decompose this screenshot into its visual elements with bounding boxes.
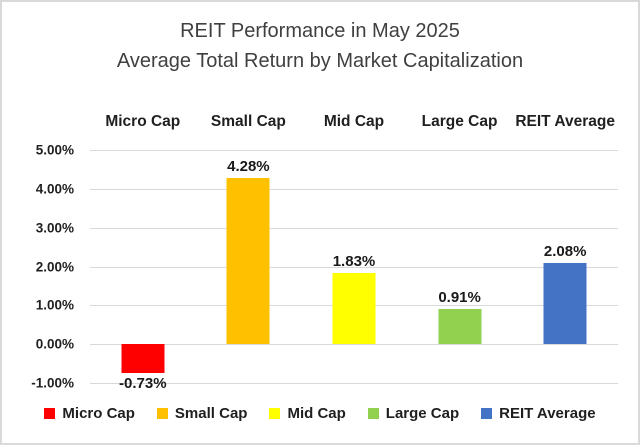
category-label-row: Micro Cap Small Cap Mid Cap Large Cap REIT A… [90, 108, 618, 136]
legend-swatch-icon [44, 407, 56, 419]
bar-column-mid-cap: 1.83% [301, 150, 407, 383]
legend-item-large-cap: Large Cap [367, 404, 460, 422]
bar-large-cap [438, 308, 482, 345]
bar-reit-average [543, 263, 587, 345]
chart-subtitle: Average Total Return by Market Capitaliz… [116, 50, 524, 72]
legend-item-reit-average: REIT Average [481, 404, 596, 422]
y-axis: 5.00% 4.00% 3.00% 2.00% 1.00% 0.00% -1.00% [2, 143, 82, 391]
legend-label: Large Cap [385, 404, 460, 422]
legend-item-small-cap: Small Cap [156, 404, 248, 422]
bar-mid-cap [332, 273, 376, 345]
gridline [90, 227, 618, 229]
legend-label: Micro Cap [62, 404, 135, 422]
bar-small-cap [226, 177, 270, 345]
data-label: 2.08% [543, 243, 587, 261]
legend-swatch-icon [156, 407, 168, 419]
bar-column-large-cap: 0.91% [407, 150, 513, 383]
category-label-mid-cap: Mid Cap [323, 113, 385, 130]
y-tick-label: -1.00% [31, 375, 74, 391]
legend-swatch-icon [269, 407, 281, 419]
legend-label: Mid Cap [287, 404, 346, 422]
legend-label: REIT Average [499, 404, 596, 422]
category-label-reit-average: REIT Average [515, 113, 615, 130]
bar-column-micro-cap: -0.73% [90, 150, 196, 392]
plot-area: -0.73% 4.28% 1.83% 0.91% 2.08% [90, 150, 618, 392]
legend-label: Small Cap [174, 404, 248, 422]
y-tick-label: 3.00% [35, 220, 74, 236]
chart-title: REIT Performance in May 2025 [180, 20, 460, 42]
legend-swatch-icon [367, 407, 379, 419]
bar-column-reit-average: 2.08% [512, 150, 618, 383]
gridline [90, 344, 618, 346]
y-tick-label: 2.00% [35, 259, 74, 274]
legend-swatch-icon [481, 407, 493, 419]
bar-column-small-cap: 4.28% [196, 150, 302, 383]
gridline [90, 266, 618, 268]
bar-micro-cap [121, 344, 165, 373]
gridline [90, 150, 618, 151]
gridline [90, 188, 618, 190]
data-label: 1.83% [332, 253, 376, 271]
y-tick-label: 5.00% [35, 142, 74, 158]
y-tick-label: 4.00% [35, 181, 74, 197]
data-label: -0.73% [119, 374, 167, 392]
chart-legend: Micro Cap Small Cap Mid Cap Large Cap REIT A… [2, 400, 638, 426]
legend-item-mid-cap: Mid Cap [269, 404, 346, 422]
category-label-large-cap: Large Cap [421, 113, 498, 130]
category-label-micro-cap: Micro Cap [105, 113, 181, 130]
data-label: 4.28% [227, 157, 270, 175]
chart-title-block: REIT Performance in May 2025 Average Tot… [2, 16, 638, 76]
gridline [90, 383, 618, 384]
legend-item-micro-cap: Micro Cap [44, 405, 135, 422]
y-tick-label: 1.00% [35, 297, 74, 313]
y-tick-label: 0.00% [35, 336, 74, 352]
category-label-small-cap: Small Cap [210, 113, 286, 130]
data-label: 0.91% [438, 288, 481, 306]
